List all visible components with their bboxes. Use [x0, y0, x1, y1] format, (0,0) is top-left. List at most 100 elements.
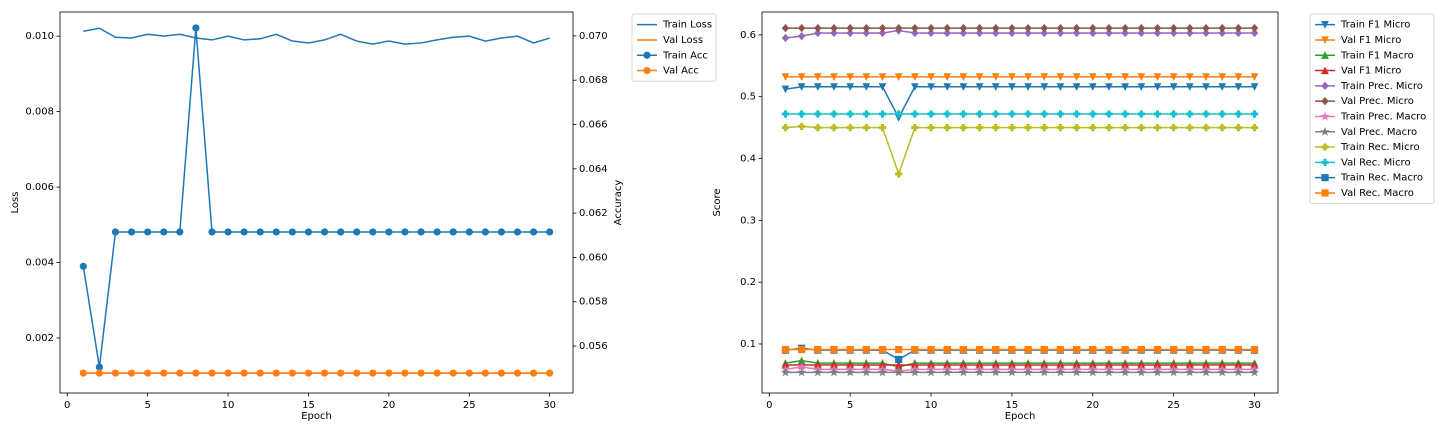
marker — [1250, 345, 1259, 354]
x-tick-label: 0 — [64, 400, 70, 411]
marker — [1040, 124, 1048, 132]
marker — [975, 345, 984, 354]
marker — [320, 369, 329, 377]
marker — [1008, 28, 1016, 38]
marker — [927, 110, 935, 118]
marker — [894, 23, 903, 33]
marker — [1234, 28, 1243, 38]
marker — [878, 23, 887, 33]
marker — [1024, 345, 1032, 354]
marker — [1121, 124, 1129, 132]
y-tick-label: 0.010 — [25, 31, 54, 42]
marker — [942, 367, 952, 377]
marker — [337, 369, 345, 377]
marker — [1218, 110, 1226, 118]
marker — [1056, 124, 1065, 132]
marker — [975, 28, 984, 38]
marker — [1202, 345, 1210, 354]
y2-tick-label: 0.062 — [579, 208, 608, 219]
marker — [862, 83, 871, 91]
marker — [1073, 345, 1081, 354]
marker — [959, 345, 967, 354]
marker — [1202, 28, 1210, 38]
marker — [975, 23, 984, 33]
marker — [1185, 367, 1195, 377]
legend-label: Train Rec. Macro — [1340, 173, 1423, 184]
marker — [530, 228, 538, 236]
marker — [1121, 73, 1129, 82]
legend-box — [631, 13, 717, 82]
marker — [1088, 73, 1097, 82]
y2-tick-label: 0.066 — [579, 120, 608, 131]
marker — [1153, 83, 1162, 91]
marker — [1040, 28, 1049, 38]
y2-tick-label: 0.064 — [579, 164, 608, 175]
marker — [878, 28, 887, 38]
marker — [975, 73, 984, 82]
marker — [1040, 23, 1049, 33]
marker — [781, 345, 790, 354]
legend-label: Val F1 Micro — [1341, 66, 1401, 77]
marker — [1089, 23, 1097, 33]
marker — [1153, 23, 1162, 33]
marker — [814, 28, 822, 38]
marker — [991, 367, 1001, 377]
marker — [895, 345, 903, 354]
legend-label: Train Acc — [662, 50, 708, 61]
legend-marker — [643, 51, 651, 59]
marker — [814, 345, 822, 354]
marker — [401, 228, 409, 236]
marker — [1105, 83, 1113, 91]
y-axis-label: Score — [712, 188, 723, 216]
marker — [1186, 23, 1194, 33]
marker — [1169, 83, 1178, 91]
legend-label: Train F1 Micro — [1340, 20, 1410, 31]
x-axis-label: Epoch — [1005, 411, 1036, 422]
marker — [240, 369, 248, 377]
marker — [1137, 124, 1145, 132]
axes-frame — [59, 11, 574, 394]
marker — [959, 28, 968, 38]
legend-label: Train Prec. Macro — [1340, 111, 1426, 122]
marker — [240, 228, 248, 236]
marker — [927, 124, 935, 132]
legend-label: Val F1 Micro — [1341, 35, 1401, 46]
axes-frame — [761, 11, 1279, 394]
marker — [927, 73, 935, 82]
marker — [846, 73, 855, 82]
y-tick-label: 0.2 — [740, 277, 756, 288]
marker — [1202, 73, 1210, 82]
marker — [813, 83, 822, 91]
legend-label: Val Rec. Macro — [1341, 188, 1414, 199]
legend-label: Train Loss — [662, 20, 712, 31]
marker — [272, 228, 280, 236]
series — [781, 83, 1259, 122]
marker — [846, 83, 855, 91]
marker — [927, 23, 935, 33]
y-tick-label: 0.4 — [740, 154, 756, 165]
marker — [513, 369, 522, 377]
series — [781, 122, 1259, 178]
marker — [959, 73, 968, 82]
marker — [1040, 345, 1048, 354]
marker — [991, 23, 1000, 33]
marker — [797, 73, 806, 82]
marker — [1008, 124, 1016, 132]
marker — [895, 170, 903, 178]
marker — [272, 369, 280, 377]
marker — [1007, 367, 1017, 377]
marker — [943, 23, 951, 33]
marker — [1201, 367, 1211, 377]
marker — [1024, 83, 1032, 91]
series — [79, 369, 554, 377]
marker — [878, 73, 887, 82]
marker — [1250, 28, 1259, 38]
marker — [943, 124, 951, 132]
marker — [353, 228, 361, 236]
marker — [304, 369, 313, 377]
marker — [991, 28, 1000, 38]
marker — [1008, 345, 1016, 354]
marker — [385, 369, 393, 377]
marker — [1040, 73, 1049, 82]
